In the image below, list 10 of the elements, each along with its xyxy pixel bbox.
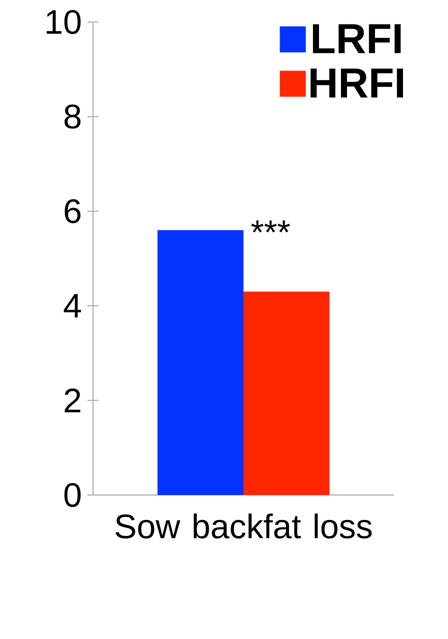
y-tick-label: 2	[64, 388, 80, 412]
x-tick-label: Sow backfat loss	[116, 514, 372, 538]
annotation: ***	[251, 220, 290, 232]
legend-label: HRFI	[310, 68, 403, 98]
legend-label: LRFI	[312, 24, 401, 54]
y-tick-label: 10	[46, 10, 81, 34]
y-tick-label: 6	[64, 199, 80, 224]
y-tick-label: 0	[64, 482, 81, 508]
y-tick-label: 4	[64, 294, 81, 318]
y-tick-label: 8	[64, 104, 80, 129]
